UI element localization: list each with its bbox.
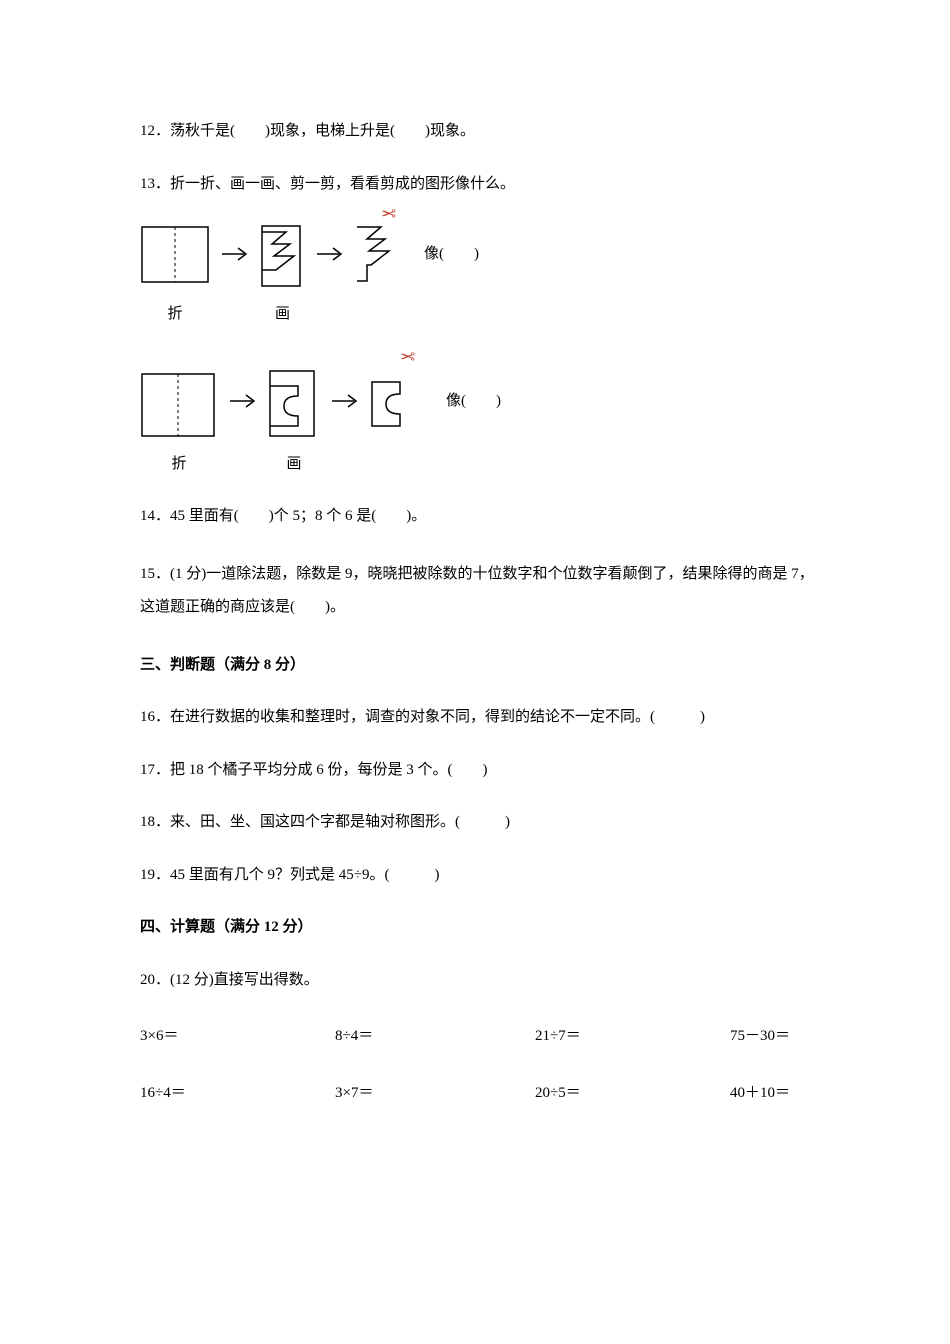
calc-r1c1: 3×6＝ [140, 1025, 335, 1048]
arrow-icon [220, 244, 250, 264]
label-fold: 折 [140, 453, 218, 476]
q17-text: 17．把 18 个橘子平均分成 6 份，每份是 3 个。( ) [140, 762, 488, 778]
q19-text: 19．45 里面有几个 9？列式是 45÷9。( ) [140, 867, 439, 883]
fold-rect-icon [140, 217, 210, 292]
arrow-icon [330, 391, 360, 411]
calc-r1c2: 8÷4＝ [335, 1025, 535, 1048]
cut-half-tree-icon: ✂ [355, 209, 400, 299]
q13-d2-labels: 折 画 [140, 453, 820, 476]
draw-half-vase-icon [268, 356, 320, 446]
q15-text: 15．(1 分)一道除法题，除数是 9，晓晓把被除数的十位数字和个位数字看颠倒了… [140, 566, 814, 615]
q13-d1-answer: 像( ) [424, 243, 479, 266]
question-16: 16．在进行数据的收集和整理时，调查的对象不同，得到的结论不一定不同。( ) [140, 706, 820, 729]
q13-diagram-2: ✂ 像( ) 折 画 [140, 354, 820, 476]
calc-r2c3: 20÷5＝ [535, 1082, 730, 1105]
q13-d1-row: ✂ 像( ) [140, 209, 820, 299]
calc-r2c1: 16÷4＝ [140, 1082, 335, 1105]
calc-r1c4: 75－30＝ [730, 1025, 840, 1048]
q12-text: 12．荡秋千是( )现象，电梯上升是( )现象。 [140, 123, 475, 139]
q20-text: 20．(12 分)直接写出得数。 [140, 972, 319, 988]
question-12: 12．荡秋千是( )现象，电梯上升是( )现象。 [140, 120, 820, 143]
arrow-icon [315, 244, 345, 264]
section-3-title: 三、判断题（满分 8 分） [140, 654, 820, 677]
question-15: 15．(1 分)一道除法题，除数是 9，晓晓把被除数的十位数字和个位数字看颠倒了… [140, 558, 820, 624]
question-13: 13．折一折、画一画、剪一剪，看看剪成的图形像什么。 [140, 173, 820, 476]
exam-page: 12．荡秋千是( )现象，电梯上升是( )现象。 13．折一折、画一画、剪一剪，… [0, 0, 950, 1344]
label-draw: 画 [268, 453, 320, 476]
label-fold: 折 [140, 303, 210, 326]
q13-d2-row: ✂ 像( ) [140, 354, 820, 449]
calc-r2c2: 3×7＝ [335, 1082, 535, 1105]
question-19: 19．45 里面有几个 9？列式是 45÷9。( ) [140, 864, 820, 887]
cut-half-vase-icon: ✂ [370, 354, 422, 449]
label-draw: 画 [260, 303, 305, 326]
question-17: 17．把 18 个橘子平均分成 6 份，每份是 3 个。( ) [140, 759, 820, 782]
q13-d2-answer: 像( ) [446, 390, 501, 413]
q18-text: 18．来、田、坐、国这四个字都是轴对称图形。( ) [140, 814, 510, 830]
arrow-icon [228, 391, 258, 411]
question-18: 18．来、田、坐、国这四个字都是轴对称图形。( ) [140, 811, 820, 834]
question-14: 14．45 里面有( )个 5；8 个 6 是( )。 [140, 505, 820, 528]
q13-d1-labels: 折 画 [140, 303, 820, 326]
calc-r2c4: 40＋10＝ [730, 1082, 840, 1105]
q16-text: 16．在进行数据的收集和整理时，调查的对象不同，得到的结论不一定不同。( ) [140, 709, 705, 725]
calc-r1c3: 21÷7＝ [535, 1025, 730, 1048]
draw-half-tree-icon [260, 214, 305, 294]
question-20: 20．(12 分)直接写出得数。 [140, 969, 820, 992]
calc-row-1: 3×6＝ 8÷4＝ 21÷7＝ 75－30＝ [140, 1025, 820, 1048]
fold-rect-icon [140, 359, 218, 444]
q13-diagram-1: ✂ 像( ) 折 画 [140, 209, 820, 326]
section-4-title: 四、计算题（满分 12 分） [140, 916, 820, 939]
q13-prompt: 13．折一折、画一画、剪一剪，看看剪成的图形像什么。 [140, 173, 820, 196]
q14-text: 14．45 里面有( )个 5；8 个 6 是( )。 [140, 508, 426, 524]
calc-row-2: 16÷4＝ 3×7＝ 20÷5＝ 40＋10＝ [140, 1082, 820, 1105]
